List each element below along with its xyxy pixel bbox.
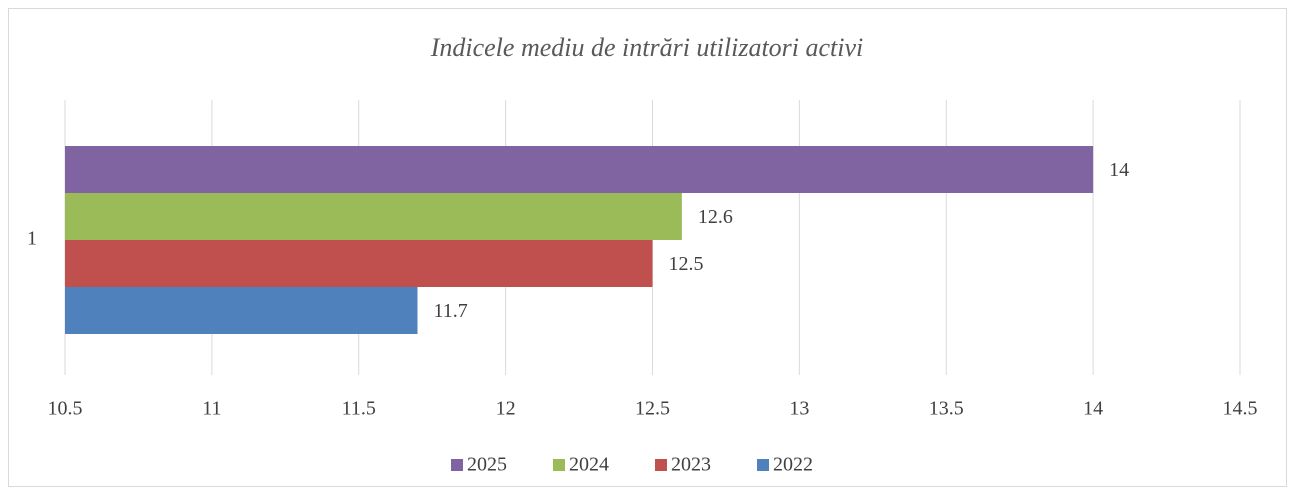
legend-label: 2022 (773, 454, 813, 476)
x-tick-label: 10.5 (48, 398, 83, 420)
x-tick-label: 13 (789, 398, 809, 420)
data-label: 14 (1109, 159, 1129, 181)
legend-swatch (757, 459, 769, 471)
legend-swatch (553, 459, 565, 471)
x-tick-label: 11 (202, 398, 221, 420)
bar (65, 287, 418, 334)
x-tick-label: 12 (496, 398, 516, 420)
chart-title: Indicele mediu de intrări utilizatori ac… (430, 33, 864, 62)
x-tick-label: 14 (1083, 398, 1103, 420)
legend-swatch (655, 459, 667, 471)
bar (65, 240, 653, 287)
y-tick-label: 1 (27, 228, 37, 250)
x-tick-label: 13.5 (929, 398, 964, 420)
bar (65, 146, 1094, 193)
legend-label: 2025 (467, 454, 507, 476)
data-label: 11.7 (434, 300, 468, 322)
bar (65, 193, 682, 240)
x-tick-label: 11.5 (342, 398, 376, 420)
legend-label: 2024 (569, 454, 609, 476)
x-tick-label: 14.5 (1223, 398, 1258, 420)
legend-label: 2023 (671, 454, 711, 476)
data-label: 12.6 (698, 206, 733, 228)
legend-swatch (451, 459, 463, 471)
x-tick-label: 12.5 (635, 398, 670, 420)
data-label: 12.5 (669, 253, 704, 275)
